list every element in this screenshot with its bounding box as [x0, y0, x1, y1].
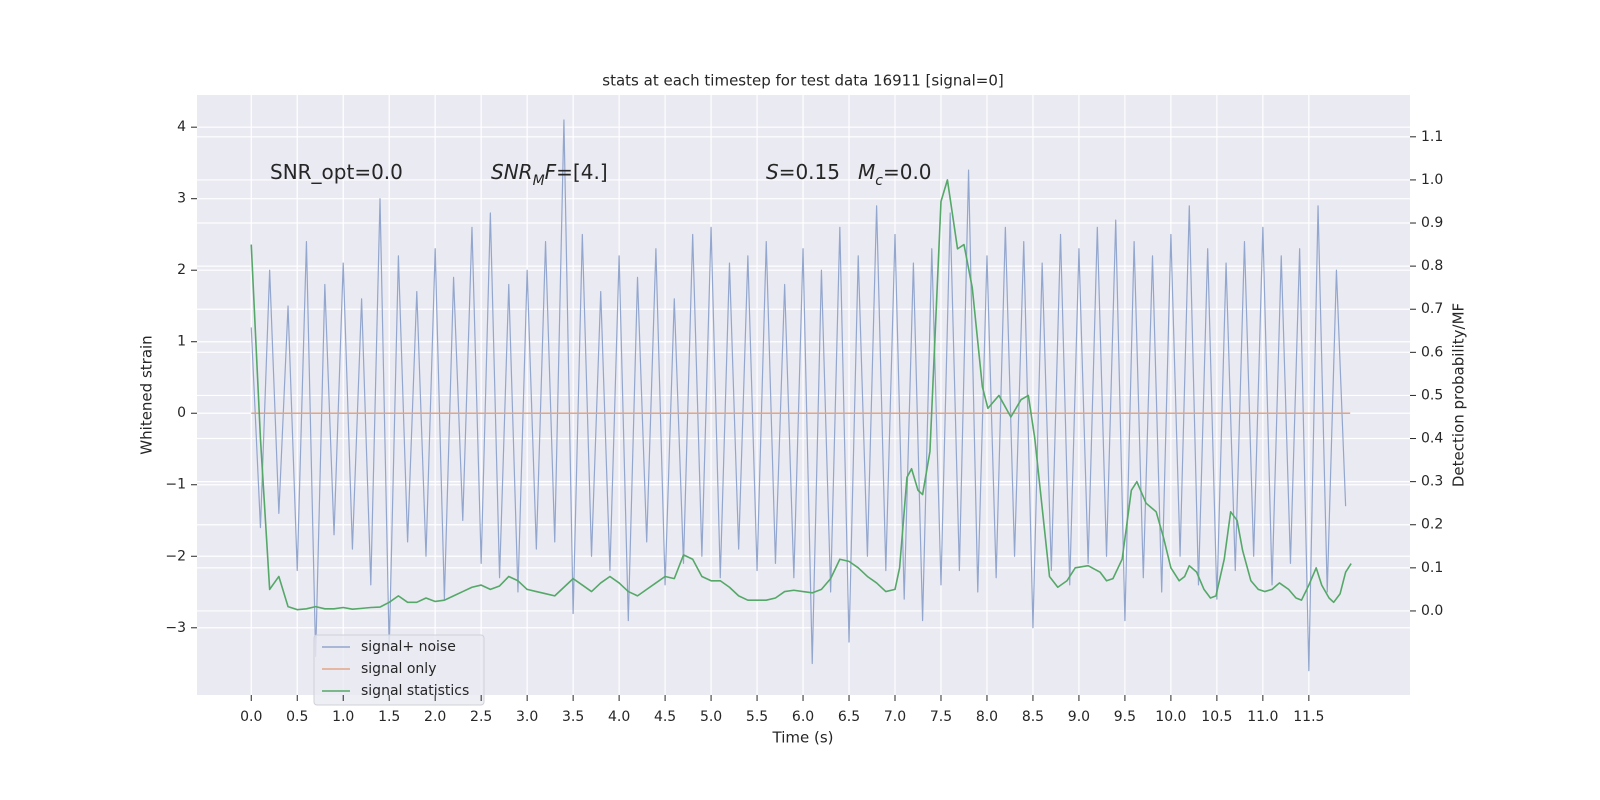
legend-label: signal+ noise: [361, 639, 456, 655]
y-tick-label: 4: [177, 119, 186, 135]
y2-tick-label: 0.1: [1421, 560, 1443, 576]
annotation-part: SNR: [491, 160, 533, 184]
x-tick-label: 2.5: [470, 709, 492, 725]
y-tick-label: −1: [165, 477, 186, 493]
x-tick-label: 3.5: [562, 709, 584, 725]
x-tick-label: 9.0: [1068, 709, 1090, 725]
y-tick-label: −3: [165, 620, 186, 636]
annotation-part: M: [858, 160, 875, 184]
annotation-part: =0.15: [779, 160, 840, 184]
y2-tick-label: 0.4: [1421, 431, 1443, 447]
x-tick-label: 9.5: [1114, 709, 1136, 725]
x-tick-label: 2.0: [424, 709, 446, 725]
annotation-part: S: [766, 160, 779, 184]
x-tick-label: 11.0: [1247, 709, 1278, 725]
legend-label: signal only: [361, 661, 436, 677]
x-tick-label: 0.0: [240, 709, 262, 725]
y-axis-label: Whitened strain: [138, 335, 156, 454]
y2-tick-label: 0.9: [1421, 215, 1443, 231]
x-tick-label: 1.5: [378, 709, 400, 725]
x-tick-label: 6.0: [792, 709, 814, 725]
annotation: S=0.15: [766, 160, 840, 184]
y-tick-label: −2: [165, 548, 186, 564]
legend-label: signal statistics: [361, 683, 469, 699]
annotation-part: SNR_opt=0.0: [270, 160, 403, 184]
x-tick-label: 8.0: [976, 709, 998, 725]
x-tick-label: 11.5: [1293, 709, 1324, 725]
x-tick-label: 10.0: [1155, 709, 1186, 725]
x-tick-label: 7.0: [884, 709, 906, 725]
annotation: SNR_opt=0.0: [270, 160, 403, 184]
series-line: [250, 179, 1352, 611]
x-tick-label: 0.5: [286, 709, 308, 725]
x-tick-label: 6.5: [838, 709, 860, 725]
x-tick-label: 3.0: [516, 709, 538, 725]
y-tick-label: 2: [177, 262, 186, 278]
y2-tick-label: 0.7: [1421, 301, 1443, 317]
y-tick-label: 3: [177, 191, 186, 207]
x-tick-label: 1.0: [332, 709, 354, 725]
x-tick-label: 5.5: [746, 709, 768, 725]
annotations: SNR_opt=0.0 SNRMF=[4.] S=0.15 Mc=0.0: [270, 160, 932, 190]
annotation-part: M: [533, 173, 545, 189]
y-tick-label: 0: [177, 405, 186, 421]
annotation-part: =[4.]: [556, 160, 607, 184]
chart-title: stats at each timestep for test data 169…: [602, 72, 1003, 90]
x-axis-label: Time (s): [772, 729, 834, 747]
y2-tick-label: 0.5: [1421, 387, 1443, 403]
y2-tick-label: 0.6: [1421, 344, 1443, 360]
legend: signal+ noise signal only signal statistic…: [313, 634, 485, 706]
y2-tick-label: 1.1: [1421, 129, 1443, 145]
y-tick-label: 1: [177, 334, 186, 350]
y2-tick-label: 1.0: [1421, 172, 1443, 188]
annotation: SNRMF=[4.]: [491, 160, 608, 190]
y2-tick-label: 0.8: [1421, 258, 1443, 274]
x-tick-label: 5.0: [700, 709, 722, 725]
x-tick-label: 8.5: [1022, 709, 1044, 725]
annotation-part: c: [875, 173, 883, 189]
marks: [250, 119, 1352, 672]
annotation-part: F: [545, 160, 557, 184]
y2-tick-label: 0.3: [1421, 474, 1443, 490]
annotation-part: =0.0: [883, 160, 932, 184]
y2-tick-label: 0.0: [1421, 603, 1443, 619]
x-tick-label: 7.5: [930, 709, 952, 725]
annotation: Mc=0.0: [858, 160, 932, 190]
legend-box: [313, 634, 485, 706]
y2-tick-label: 0.2: [1421, 517, 1443, 533]
x-tick-label: 4.0: [608, 709, 630, 725]
x-tick-label: 10.5: [1201, 709, 1232, 725]
y2-axis-label: Detection probability/MF: [1450, 303, 1468, 487]
x-tick-label: 4.5: [654, 709, 676, 725]
